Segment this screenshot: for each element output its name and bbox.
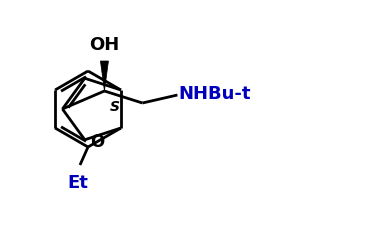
- Text: OH: OH: [89, 36, 119, 54]
- Text: Et: Et: [67, 174, 88, 192]
- Text: S: S: [110, 100, 119, 114]
- Text: NHBu-t: NHBu-t: [178, 85, 251, 103]
- Text: O: O: [90, 133, 104, 151]
- Polygon shape: [100, 61, 108, 91]
